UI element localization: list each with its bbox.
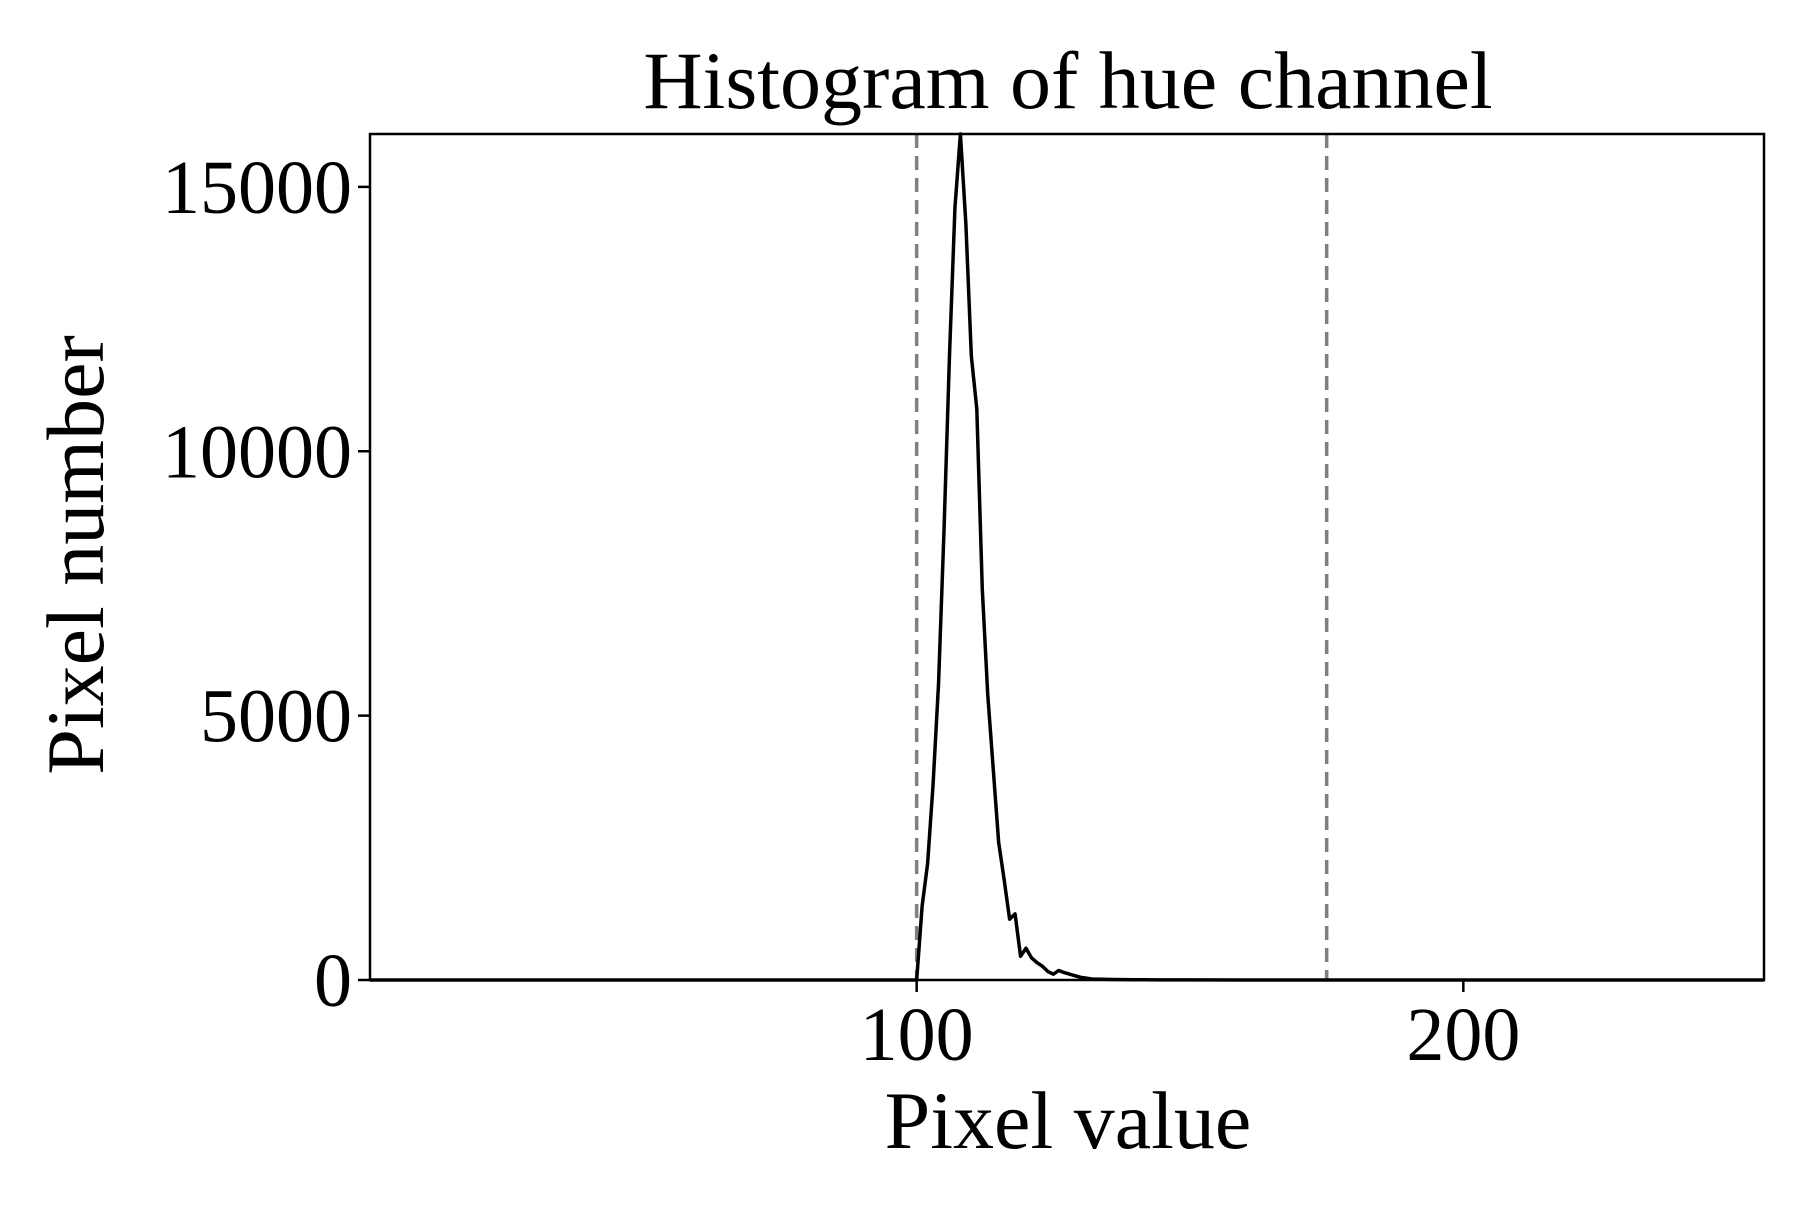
x-axis-label: Pixel value xyxy=(885,1075,1252,1166)
y-tick-label: 10000 xyxy=(162,410,352,494)
plot-frame xyxy=(368,132,1766,982)
x-tick-label: 100 xyxy=(860,993,974,1077)
y-tick-label: 0 xyxy=(314,939,352,1023)
x-tick-label: 200 xyxy=(1406,993,1520,1077)
y-tick-label: 5000 xyxy=(200,675,352,759)
y-tick-label: 15000 xyxy=(162,146,352,230)
y-axis-label: Pixel number xyxy=(30,335,121,775)
plot-area: 0 5000 10000 15000 100 200 xyxy=(162,132,1766,1077)
chart-title: Histogram of hue channel xyxy=(643,35,1492,126)
